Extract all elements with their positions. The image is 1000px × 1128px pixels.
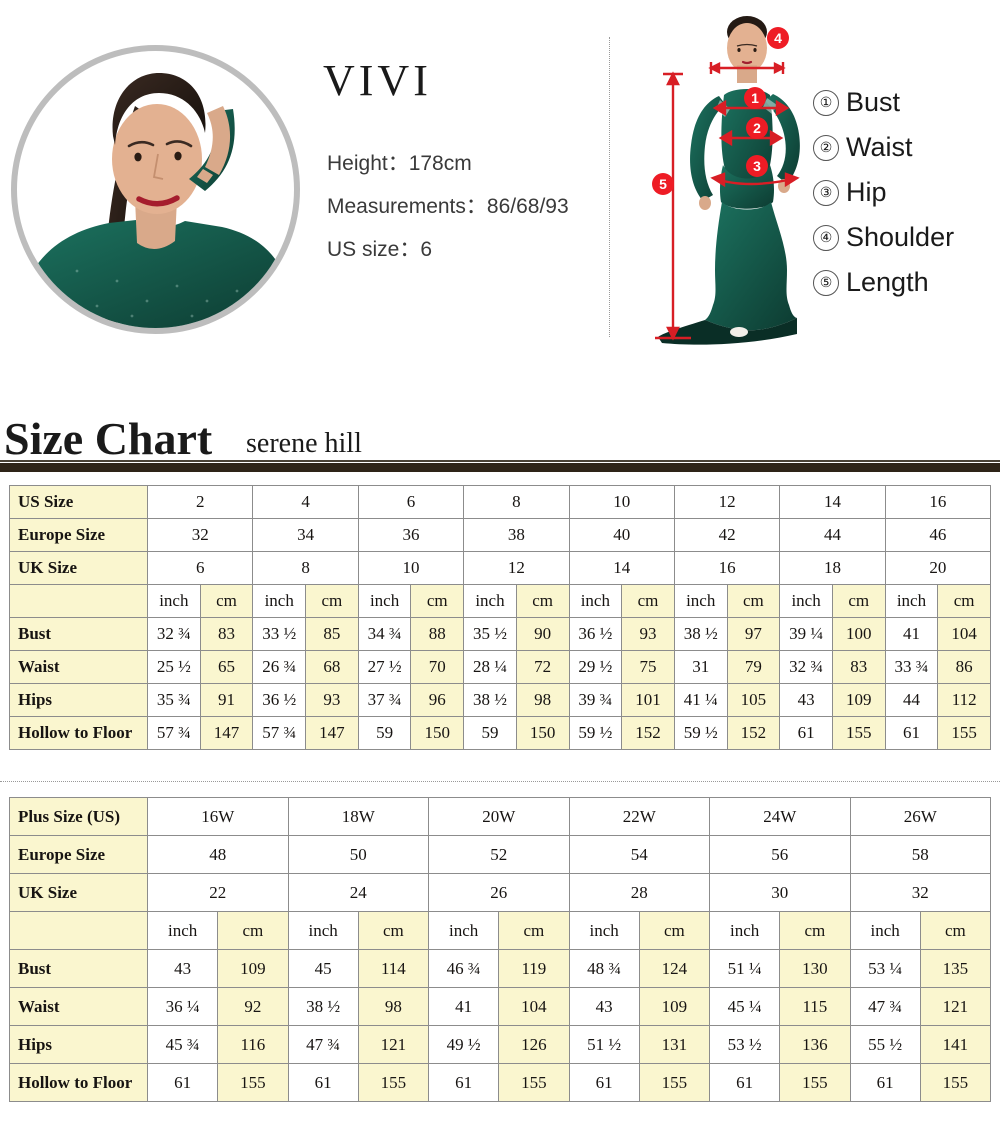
svg-text:3: 3 bbox=[753, 158, 761, 174]
svg-text:5: 5 bbox=[659, 176, 667, 192]
svg-text:1: 1 bbox=[751, 90, 759, 106]
svg-text:2: 2 bbox=[753, 120, 761, 136]
svg-text:4: 4 bbox=[774, 30, 782, 46]
